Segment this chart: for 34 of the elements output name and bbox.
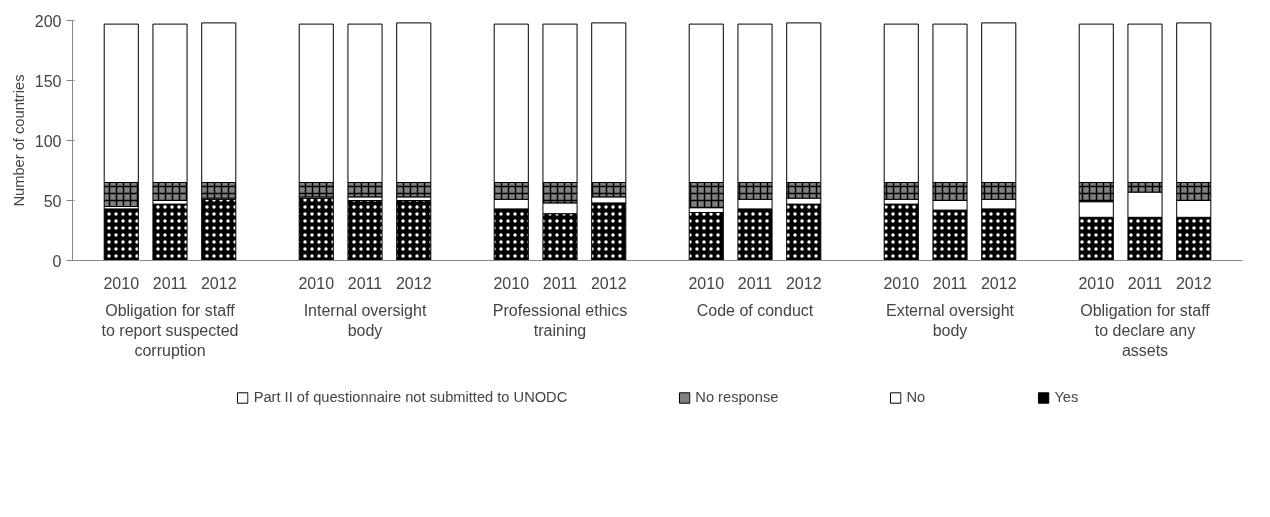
x-tick-label: 2010 [493,274,530,292]
x-tick-label: 2010 [883,274,920,292]
x-tick-label: 2011 [152,274,188,292]
x-tick-label: 2010 [103,274,140,292]
y-tick-label: 200 [34,12,62,30]
legend-label: No response [695,389,779,405]
x-tick-label: 2011 [542,274,578,292]
y-tick-label: 50 [43,192,62,210]
x-tick-label: 2010 [688,274,725,292]
x-tick-label: 2012 [785,274,822,292]
x-tick-label: 2011 [1127,274,1163,292]
x-tick-label: 2010 [1078,274,1115,292]
text: Internal oversight body [303,301,427,339]
text: Code of conduct [696,301,814,319]
x-tick-label: 2012 [1175,274,1212,292]
x-tick-label: 2011 [932,274,968,292]
x-tick-label: 2012 [980,274,1017,292]
text: External oversight body [885,301,1015,339]
x-tick-label: 2011 [737,274,773,292]
x-tick-label: 2011 [347,274,383,292]
y-tick-label: 100 [34,132,62,150]
text: Professional ethics training [492,301,628,339]
text: Obligation for staff to declare any assets [1080,301,1211,360]
x-tick-label: 2012 [590,274,627,292]
y-tick-label: 0 [52,252,62,270]
x-tick-label: 2010 [298,274,335,292]
legend-label: No [906,389,927,405]
x-tick-label: 2012 [395,274,432,292]
legend-label: Part II of questionnaire not submitted to UNODC [253,389,568,405]
x-tick-label: 2012 [200,274,237,292]
legend-label: Yes [1054,389,1079,405]
y-tick-label: 150 [34,72,62,90]
text: Obligation for staff to report suspected corruption [101,301,239,360]
y-axis-title: Number of countries [10,74,27,207]
